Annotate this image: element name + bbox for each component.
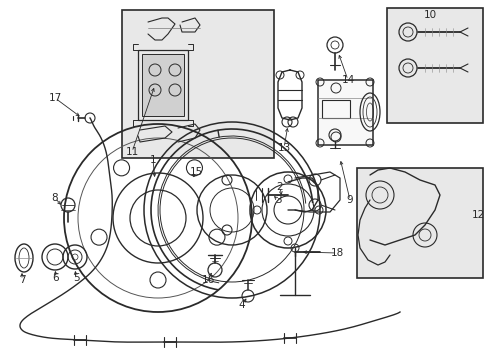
Text: 8: 8 [52, 193, 58, 203]
Text: 7: 7 [19, 275, 25, 285]
Text: 4: 4 [238, 300, 245, 310]
Text: 13: 13 [277, 143, 290, 153]
Text: 16: 16 [201, 275, 214, 285]
Text: 10: 10 [423, 10, 436, 20]
Text: 17: 17 [48, 93, 61, 103]
Bar [138, 50, 187, 120]
Bar [321, 100, 349, 118]
Text: 15: 15 [189, 167, 202, 177]
Text: 6: 6 [53, 273, 59, 283]
Text: 11: 11 [125, 147, 138, 157]
Bar [386, 8, 482, 123]
Text: 12: 12 [470, 210, 484, 220]
Text: 2: 2 [276, 182, 283, 192]
Text: 3: 3 [274, 195, 281, 205]
Bar [122, 10, 273, 158]
Text: 9: 9 [346, 195, 353, 205]
Text: 1: 1 [149, 155, 156, 165]
Bar [317, 80, 372, 145]
Text: 14: 14 [341, 75, 354, 85]
Text: 18: 18 [330, 248, 343, 258]
Bar [142, 54, 183, 116]
Text: 5: 5 [73, 273, 79, 283]
Bar [356, 168, 482, 278]
